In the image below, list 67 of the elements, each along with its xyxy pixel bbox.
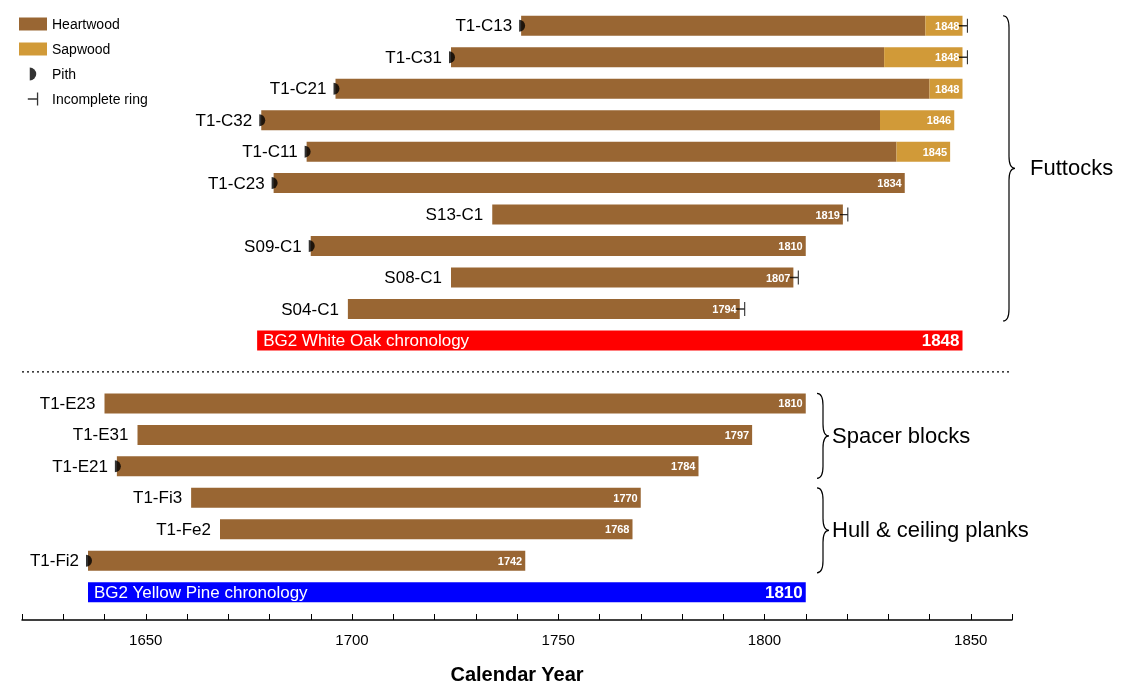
y-tick-label: T1-Fe2 (156, 519, 211, 539)
bar (310, 236, 806, 257)
x-axis-title: Calendar Year (450, 663, 584, 685)
y-tick-label: S09-C1 (244, 236, 302, 256)
y-tick-label: T1-C31 (385, 47, 442, 67)
bar (451, 47, 885, 68)
y-tick-label: T1-E23 (39, 393, 96, 413)
annotation: 1768 (605, 523, 630, 536)
y-tick-label: BG2 Yellow Pine chronology (94, 582, 309, 602)
y-tick-label: T1-C23 (207, 173, 265, 193)
y-tick-label: S13-C1 (425, 205, 484, 225)
y-tick-label: S04-C1 (281, 299, 339, 319)
annotation: 1784 (671, 460, 697, 473)
bar (884, 47, 963, 68)
annotation: 1848 (935, 82, 960, 95)
legend-label: Sapwood (52, 41, 111, 57)
x-tick-label: 1850 (954, 631, 988, 648)
bar (492, 204, 843, 225)
y-tick-label: T1-C11 (242, 142, 298, 162)
annotation: 1742 (497, 554, 523, 567)
text: Futtocks (1030, 154, 1114, 183)
y-tick-label: T1-C32 (195, 110, 253, 130)
legend-label: Incomplete ring (52, 91, 148, 107)
bar (451, 267, 794, 288)
y-tick-label: T1-Fi2 (29, 551, 79, 571)
annotation: 1834 (877, 177, 903, 190)
x-tick-label: 1800 (747, 631, 782, 648)
annotation: 1770 (613, 491, 638, 504)
point (736, 302, 746, 316)
annotation: 1794 (712, 303, 738, 315)
annotation: 1797 (724, 428, 750, 441)
x-tick-label: 1650 (129, 631, 163, 648)
bar (261, 110, 880, 131)
bar (137, 424, 753, 445)
annotation: 1845 (922, 145, 948, 158)
bar (306, 141, 897, 162)
annotation: 1819 (815, 208, 840, 221)
annotation: Spacer blocks (832, 421, 971, 450)
y-tick-label: S08-C1 (384, 268, 442, 288)
y-tick-label: BG2 White Oak chronology (263, 330, 470, 350)
bar (273, 173, 905, 194)
bar (335, 78, 930, 99)
bar (104, 393, 806, 414)
annotation: Hull & ceiling planks (832, 516, 1029, 545)
y-tick-label: T1-Fi3 (133, 488, 183, 508)
bar (220, 519, 633, 540)
x-tick-label: 1750 (541, 631, 575, 648)
bar (116, 456, 699, 477)
y-tick-label: T1-E21 (52, 456, 108, 476)
bar (191, 487, 641, 508)
annotation: 1848 (935, 51, 960, 64)
annotation: 1848 (935, 19, 960, 32)
annotation: 1846 (926, 114, 952, 127)
annotation: 1810 (778, 397, 803, 410)
y-tick-label: T1-E31 (72, 425, 129, 445)
bar (347, 299, 740, 319)
annotation: 1807 (765, 271, 791, 284)
bar (88, 550, 526, 571)
y-tick-label: T1-C21 (269, 79, 327, 99)
bar (521, 15, 926, 36)
annotation: 1810 (764, 582, 803, 602)
y-tick-label: T1-C13 (455, 16, 513, 36)
annotation: 1810 (778, 240, 803, 253)
legend-label: Heartwood (52, 16, 120, 32)
x-tick-label: 1700 (335, 631, 369, 648)
annotation: 1848 (921, 330, 960, 350)
legend-label: Pith (52, 66, 77, 82)
